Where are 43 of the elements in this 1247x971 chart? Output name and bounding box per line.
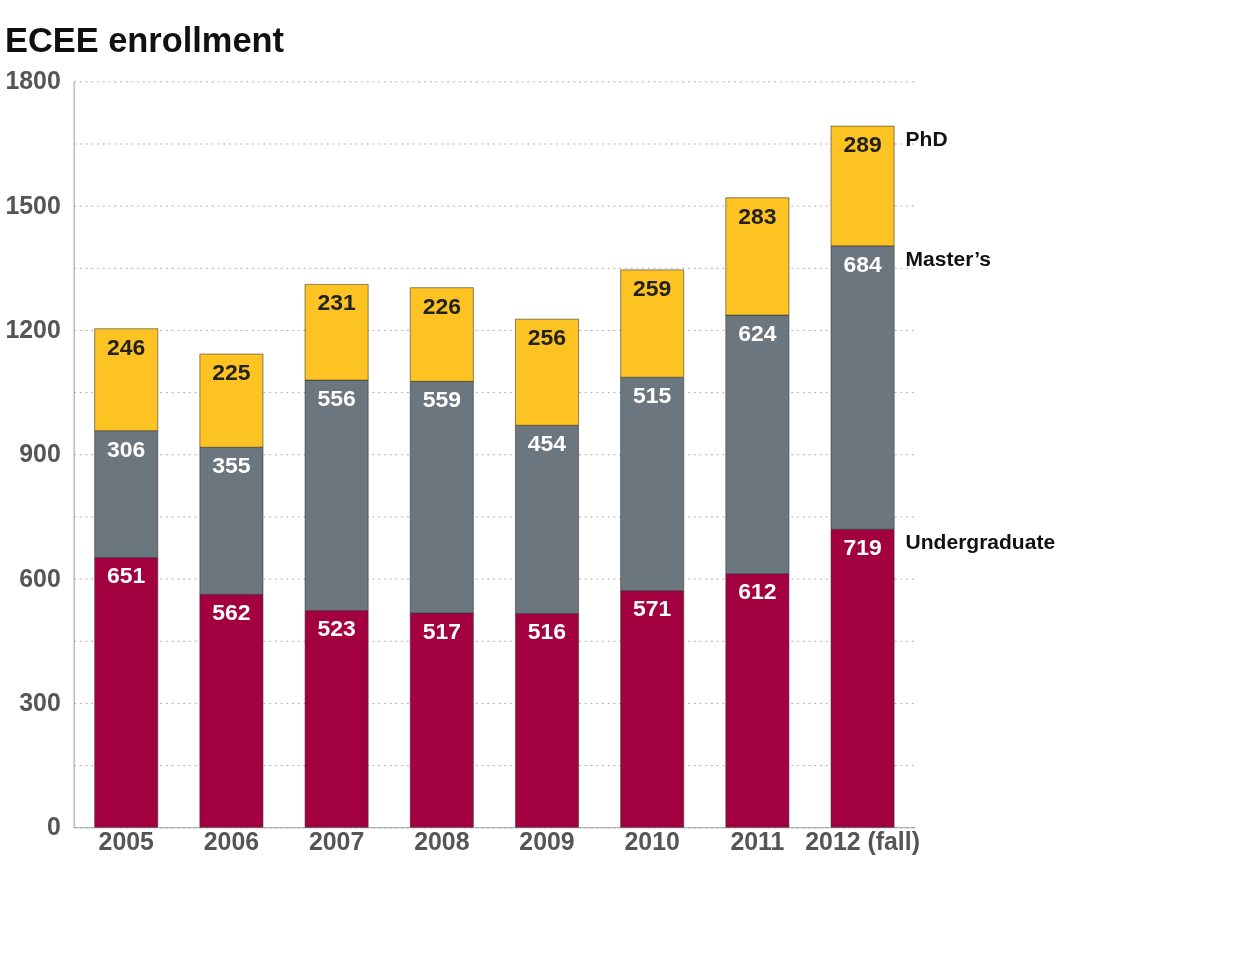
data-label: 562 (212, 599, 251, 626)
data-label: 283 (738, 202, 777, 229)
data-label: 719 (843, 534, 882, 561)
data-label: 256 (527, 324, 567, 351)
x-tick-label: 2011 (730, 826, 785, 855)
y-tick-label: 1800 (5, 66, 61, 95)
data-label: 225 (212, 358, 251, 385)
y-tick-label: 0 (46, 812, 61, 841)
data-label: 559 (422, 386, 461, 413)
data-label: 454 (527, 430, 567, 457)
data-label: 651 (107, 562, 146, 589)
data-label: 289 (843, 130, 882, 157)
y-tick-label: 900 (19, 439, 61, 468)
data-label: 517 (422, 617, 461, 644)
data-label: 571 (633, 595, 672, 622)
data-label: 355 (212, 452, 251, 479)
x-tick-label: 2009 (519, 826, 575, 855)
data-label: 612 (738, 578, 777, 605)
x-tick-label: 2012 (fall) (805, 826, 920, 855)
data-label: 259 (633, 274, 672, 301)
data-label: 231 (317, 289, 356, 316)
series-label: Master’s (905, 246, 991, 270)
x-tick-label: 2008 (414, 826, 470, 855)
data-label: 226 (422, 292, 461, 319)
y-tick-label: 1200 (5, 315, 61, 344)
y-tick-label: 300 (19, 688, 61, 717)
x-tick-label: 2007 (308, 826, 365, 855)
x-tick-label: 2006 (203, 826, 260, 855)
series-label: PhD (905, 127, 948, 151)
data-label: 523 (317, 615, 356, 642)
data-label: 516 (527, 618, 567, 645)
data-label: 306 (107, 435, 146, 462)
data-label: 684 (843, 250, 882, 277)
y-tick-label: 1500 (5, 190, 61, 219)
y-tick-label: 600 (19, 563, 61, 592)
x-tick-label: 2005 (98, 826, 155, 855)
data-label: 624 (738, 319, 777, 346)
data-label: 515 (633, 382, 672, 409)
x-tick-label: 2010 (624, 826, 680, 855)
data-label: 246 (107, 333, 146, 360)
chart-title: ECEE enrollment (4, 20, 285, 59)
data-label: 556 (317, 384, 356, 411)
series-label: Undergraduate (905, 530, 1056, 554)
